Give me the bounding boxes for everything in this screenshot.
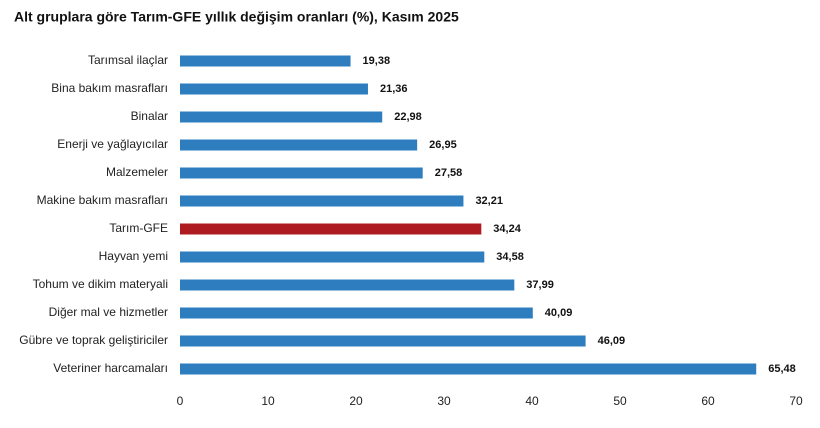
x-tick-label: 10 <box>261 394 275 408</box>
value-label: 46,09 <box>598 335 626 347</box>
x-tick-label: 50 <box>613 394 627 408</box>
bar <box>180 335 586 347</box>
value-label: 65,48 <box>768 363 796 375</box>
y-tick-label: Enerji ve yağlayıcılar <box>57 137 168 151</box>
bar <box>180 167 423 179</box>
y-tick-label: Diğer mal ve hizmetler <box>49 305 168 319</box>
bar <box>180 279 515 291</box>
value-label: 22,98 <box>394 111 422 123</box>
x-tick-label: 30 <box>437 394 451 408</box>
value-label: 40,09 <box>545 307 573 319</box>
y-tick-label: Binalar <box>131 109 168 123</box>
x-tick-label: 70 <box>789 394 803 408</box>
y-tick-label: Hayvan yemi <box>99 249 168 263</box>
y-tick-label: Tohum ve dikim materyali <box>33 277 168 291</box>
y-tick-label: Tarımsal ilaçlar <box>88 53 168 67</box>
value-label: 26,95 <box>429 139 457 151</box>
bar <box>180 363 757 375</box>
value-label: 34,58 <box>496 251 524 263</box>
bar <box>180 195 464 207</box>
value-label: 37,99 <box>526 279 554 291</box>
chart-title: Alt gruplara göre Tarım-GFE yıllık değiş… <box>14 9 459 25</box>
bar <box>180 139 418 151</box>
value-label: 27,58 <box>435 167 463 179</box>
value-label: 21,36 <box>380 83 408 95</box>
bar <box>180 223 482 235</box>
x-tick-label: 60 <box>701 394 715 408</box>
bar <box>180 111 383 123</box>
y-tick-label: Bina bakım masrafları <box>51 81 168 95</box>
y-tick-label: Veteriner harcamaları <box>53 361 168 375</box>
value-label: 19,38 <box>363 55 391 67</box>
bar <box>180 55 351 67</box>
bar <box>180 251 485 263</box>
value-label: 34,24 <box>493 223 521 235</box>
x-tick-label: 0 <box>177 394 184 408</box>
y-tick-label: Makine bakım masrafları <box>37 193 168 207</box>
bar <box>180 83 368 95</box>
y-tick-label: Gübre ve toprak geliştiriciler <box>19 333 168 347</box>
bar <box>180 307 533 319</box>
y-tick-label: Tarım-GFE <box>109 221 168 235</box>
x-tick-label: 40 <box>525 394 539 408</box>
y-tick-label: Malzemeler <box>106 165 168 179</box>
x-tick-label: 20 <box>349 394 363 408</box>
value-label: 32,21 <box>475 195 503 207</box>
